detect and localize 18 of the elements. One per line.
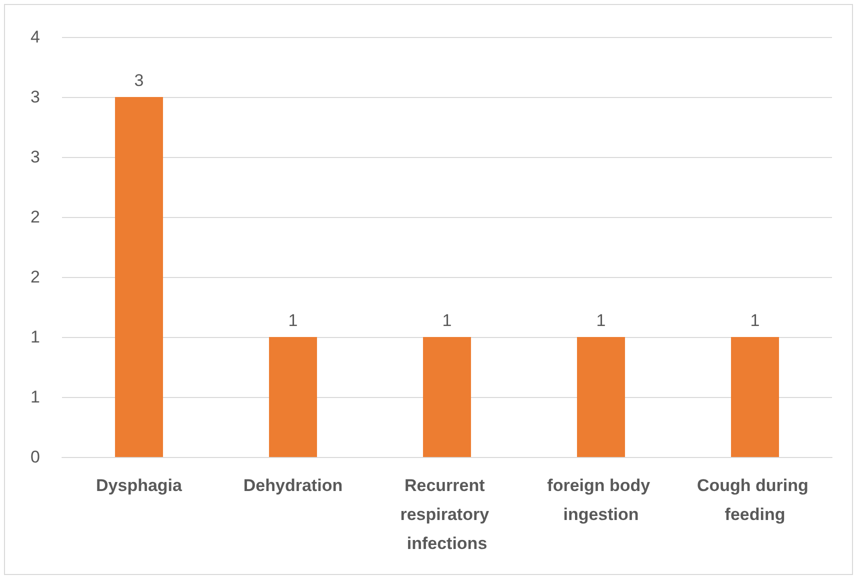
x-tick-label: foreign body ingestion [547, 476, 655, 524]
y-tick-label: 3 [30, 88, 40, 106]
y-tick-label: 1 [30, 388, 40, 406]
y-tick-label: 2 [30, 268, 40, 286]
data-label: 3 [134, 71, 144, 90]
x-tick-label: Dehydration [243, 476, 343, 495]
x-tick-label: Dysphagia [96, 476, 183, 495]
data-label: 1 [288, 311, 298, 330]
x-tick-label: Recurrent respiratory infections [400, 476, 494, 553]
data-label: 1 [596, 311, 606, 330]
x-tick-label: Cough during feeding [696, 476, 814, 524]
data-label: 1 [750, 311, 760, 330]
y-tick-label: 4 [30, 28, 40, 46]
y-tick-label: 2 [30, 208, 40, 226]
y-tick-label: 1 [30, 328, 40, 346]
y-tick-label: 0 [30, 448, 40, 466]
y-tick-label: 3 [30, 148, 40, 166]
data-label: 1 [442, 311, 452, 330]
